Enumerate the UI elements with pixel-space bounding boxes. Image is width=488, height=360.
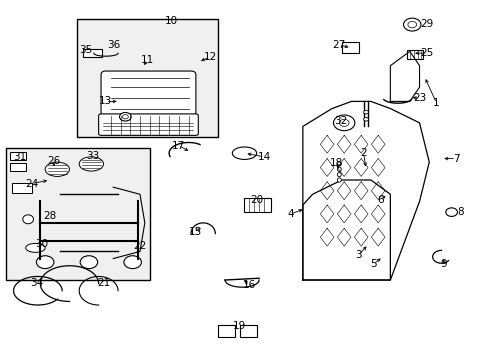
Ellipse shape — [337, 162, 341, 166]
Circle shape — [119, 112, 131, 121]
Text: 1: 1 — [432, 98, 439, 108]
Circle shape — [80, 256, 98, 269]
Bar — [10, 163, 26, 171]
Text: 10: 10 — [164, 16, 178, 26]
Text: 19: 19 — [233, 321, 246, 332]
Text: 26: 26 — [47, 156, 61, 166]
Bar — [217, 325, 234, 337]
Text: 15: 15 — [189, 227, 202, 237]
Text: 25: 25 — [419, 48, 432, 58]
Text: 32: 32 — [333, 116, 346, 126]
Ellipse shape — [337, 178, 341, 182]
Text: 29: 29 — [419, 19, 432, 29]
Bar — [10, 153, 26, 160]
Text: 11: 11 — [141, 55, 154, 65]
Circle shape — [363, 117, 368, 121]
Circle shape — [445, 208, 457, 216]
Text: 24: 24 — [25, 179, 38, 189]
Circle shape — [36, 256, 54, 269]
Text: 22: 22 — [133, 241, 146, 251]
Text: 35: 35 — [79, 45, 92, 55]
Text: 14: 14 — [257, 152, 270, 162]
Bar — [6, 148, 149, 280]
Circle shape — [333, 115, 354, 131]
FancyBboxPatch shape — [99, 114, 198, 135]
Bar — [83, 49, 102, 57]
Polygon shape — [302, 180, 389, 280]
Ellipse shape — [45, 162, 69, 176]
Text: 30: 30 — [35, 239, 48, 249]
Ellipse shape — [26, 243, 45, 252]
Text: 7: 7 — [452, 154, 458, 163]
Text: 8: 8 — [457, 207, 463, 217]
Bar — [12, 183, 31, 193]
Text: 12: 12 — [203, 52, 217, 62]
Text: 2: 2 — [360, 148, 366, 158]
Text: 4: 4 — [287, 209, 293, 219]
Text: 36: 36 — [107, 40, 121, 50]
Text: 34: 34 — [30, 278, 43, 288]
Ellipse shape — [337, 167, 341, 171]
Text: 23: 23 — [412, 93, 426, 103]
Text: 5: 5 — [369, 259, 376, 269]
Bar — [244, 198, 271, 212]
Text: 20: 20 — [249, 195, 263, 204]
Polygon shape — [302, 102, 428, 280]
Text: 33: 33 — [85, 151, 99, 161]
Text: 16: 16 — [242, 280, 255, 291]
Text: 27: 27 — [332, 40, 345, 50]
Bar — [341, 42, 358, 53]
Text: 6: 6 — [377, 195, 383, 204]
Ellipse shape — [337, 172, 341, 177]
Text: 21: 21 — [97, 278, 110, 288]
Circle shape — [403, 18, 420, 31]
Text: 28: 28 — [43, 211, 57, 221]
Ellipse shape — [79, 157, 103, 171]
Text: 17: 17 — [172, 141, 185, 151]
Circle shape — [123, 256, 141, 269]
Ellipse shape — [232, 147, 256, 159]
Bar — [239, 325, 256, 337]
Text: 18: 18 — [329, 158, 343, 168]
Text: 31: 31 — [13, 152, 26, 162]
Polygon shape — [389, 51, 419, 102]
Text: 9: 9 — [440, 259, 446, 269]
Ellipse shape — [23, 215, 33, 224]
Bar — [77, 19, 217, 137]
FancyBboxPatch shape — [101, 71, 196, 121]
Circle shape — [363, 111, 368, 114]
Bar — [407, 50, 422, 59]
Circle shape — [407, 21, 416, 28]
Circle shape — [122, 114, 128, 119]
Text: 3: 3 — [355, 250, 361, 260]
Circle shape — [339, 119, 348, 126]
Text: 13: 13 — [99, 96, 112, 107]
